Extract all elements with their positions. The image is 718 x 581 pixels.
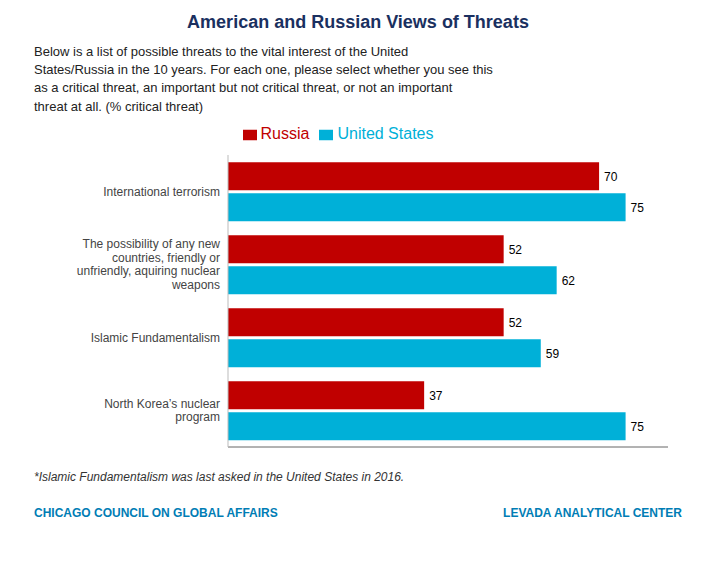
svg-text:The possibility of any newcoun: The possibility of any newcountries, fri… <box>77 237 221 292</box>
html-text:Below is a list of possible th: Below is a list of possible threats to t… <box>34 44 493 114</box>
html-text:*Islamic Fundamentalism was la: *Islamic Fundamentalism was last asked i… <box>34 469 405 484</box>
svg-text:62: 62 <box>562 273 576 287</box>
svg-text:Islamic Fundamentalism: Islamic Fundamentalism <box>91 330 220 344</box>
svg-text:37: 37 <box>429 388 443 402</box>
html-text:LEVADA ANALYTICAL CENTER: LEVADA ANALYTICAL CENTER <box>503 505 682 520</box>
html-text:American and Russian Views of: American and Russian Views of Threats <box>187 12 529 32</box>
svg-text:70: 70 <box>604 169 618 183</box>
svg-text:North Korea’s nuclearprogram: North Korea’s nuclearprogram <box>104 396 220 424</box>
svg-text:59: 59 <box>546 346 560 360</box>
html-text:CHICAGO COUNCIL ON GLOBAL AFFA: CHICAGO COUNCIL ON GLOBAL AFFAIRS <box>34 505 278 520</box>
svg-text:75: 75 <box>631 419 645 433</box>
html-text:Russia: Russia <box>260 124 310 142</box>
svg-text:75: 75 <box>631 200 645 214</box>
svg-text:52: 52 <box>509 315 523 329</box>
svg-text:International terrorism: International terrorism <box>103 184 220 198</box>
svg-text:52: 52 <box>509 242 523 256</box>
html-text:United States: United States <box>337 124 434 142</box>
